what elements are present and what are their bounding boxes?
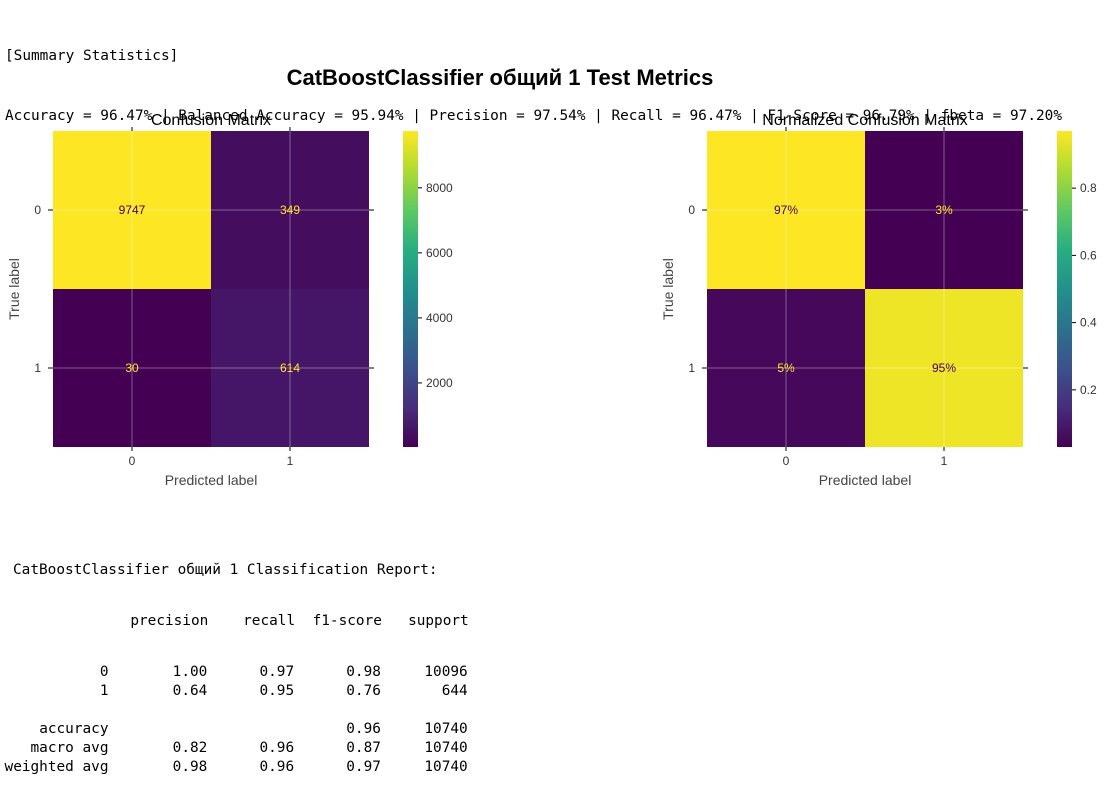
report-column-header: recall <box>243 613 296 629</box>
report-row-label: weighted avg <box>4 759 109 775</box>
report-column-header: precision <box>130 613 209 629</box>
report-cell-f1: 0.76 <box>346 683 381 699</box>
y-tick-label: 1 <box>688 361 695 375</box>
colorbar-tick-label: 0.4 <box>1080 316 1097 330</box>
report-title: CatBoostClassifier общий 1 Classificatio… <box>13 562 438 578</box>
colorbar-tick-label: 0.6 <box>1080 248 1097 262</box>
figure-suptitle: CatBoostClassifier общий 1 Test Metrics <box>287 65 714 90</box>
cell-label: 5% <box>777 361 795 375</box>
confusion-matrix-panel: Confusion Matrix 9747 349 30 614 0 1 0 1 Predicte… <box>6 112 453 488</box>
report-row: macro avg 0.82 0.96 0.87 10740 <box>0 740 468 759</box>
x-tick-label: 1 <box>287 454 294 468</box>
heatmap-cell <box>53 289 211 447</box>
report-cell-f1: 0.97 <box>346 759 381 775</box>
report-cell-precision: 1.00 <box>172 664 208 680</box>
report-header-row: precision recall f1-score support <box>0 613 468 632</box>
panel-title: Confusion Matrix <box>151 112 271 129</box>
x-axis-label: Predicted label <box>165 472 258 488</box>
cell-label: 97% <box>774 203 798 217</box>
report-cell-support: 10740 <box>424 721 468 737</box>
report-cell-f1: 0.87 <box>346 740 381 756</box>
report-row-label: accuracy <box>39 721 109 737</box>
colorbar-tick-label: 2000 <box>426 376 453 390</box>
normalized-confusion-matrix-panel: Normalized Confusion Matrix 97% 3% 5% 95% 0 1 0… <box>660 112 1097 488</box>
cell-label: 9747 <box>119 203 146 217</box>
report-row: accuracy 0.96 10740 <box>0 721 468 740</box>
report-column-header: support <box>408 613 469 629</box>
colorbar <box>403 131 418 447</box>
report-row-label: macro avg <box>30 740 109 756</box>
metrics-figure: CatBoostClassifier общий 1 Test Metrics … <box>6 65 1097 488</box>
heatmap-cell <box>211 131 369 289</box>
x-tick-label: 0 <box>783 454 790 468</box>
cell-label: 95% <box>932 361 956 375</box>
report-cell-support: 10740 <box>424 759 468 775</box>
report-cell-precision: 0.98 <box>172 759 208 775</box>
colorbar-tick-label: 8000 <box>426 181 453 195</box>
classification-report: CatBoostClassifier общий 1 Classificatio… <box>0 530 469 794</box>
colorbar-tick-label: 4000 <box>426 311 453 325</box>
colorbar-tick-label: 0.8 <box>1080 181 1097 195</box>
heatmap-cell <box>53 131 211 289</box>
heatmap-cell <box>707 289 865 447</box>
report-cell-support: 10740 <box>424 740 468 756</box>
report-row: 1 0.64 0.95 0.76 644 <box>0 683 468 702</box>
report-cell-support: 644 <box>441 683 468 699</box>
report-cell-precision: 0.64 <box>172 683 208 699</box>
y-tick-label: 0 <box>34 203 41 217</box>
report-cell-recall: 0.96 <box>259 740 295 756</box>
report-cell-recall: 0.96 <box>259 759 295 775</box>
report-cell-precision: 0.82 <box>172 740 208 756</box>
summary-header: [Summary Statistics] <box>5 48 179 64</box>
y-tick-label: 0 <box>688 203 695 217</box>
y-axis-label: True label <box>660 258 676 320</box>
cell-label: 349 <box>280 203 300 217</box>
cell-label: 614 <box>280 361 300 375</box>
heatmap-cell <box>865 289 1023 447</box>
colorbar-tick-label: 6000 <box>426 246 453 260</box>
x-tick-label: 1 <box>941 454 948 468</box>
y-tick-label: 1 <box>34 361 41 375</box>
report-cell-support: 10096 <box>424 664 468 680</box>
colorbar-tick-label: 0.2 <box>1080 383 1097 397</box>
colorbar <box>1057 131 1072 447</box>
heatmap-cell <box>865 131 1023 289</box>
cell-label: 30 <box>125 361 139 375</box>
heatmap-cell <box>211 289 369 447</box>
summary-statistics: [Summary Statistics] Accuracy = 96.47% |… <box>5 6 1062 146</box>
summary-line: Accuracy = 96.47% | Balanced Accuracy = … <box>5 108 1062 124</box>
report-row: 0 1.00 0.97 0.98 10096 <box>0 664 468 683</box>
x-axis-label: Predicted label <box>819 472 912 488</box>
y-axis-label: True label <box>6 258 22 320</box>
heatmap-cell <box>707 131 865 289</box>
panel-title: Normalized Confusion Matrix <box>762 112 967 129</box>
report-cell-recall: 0.97 <box>259 664 295 680</box>
report-cell-f1: 0.98 <box>346 664 381 680</box>
report-column-header: f1-score <box>312 613 382 629</box>
report-row-label: 0 <box>99 664 109 680</box>
report-row: weighted avg 0.98 0.96 0.97 10740 <box>0 759 468 778</box>
cell-label: 3% <box>935 203 953 217</box>
report-row-label: 1 <box>99 683 109 699</box>
report-spacer-row <box>0 702 17 721</box>
report-cell-recall: 0.95 <box>259 683 295 699</box>
report-cell-f1: 0.96 <box>346 721 381 737</box>
x-tick-label: 0 <box>129 454 136 468</box>
